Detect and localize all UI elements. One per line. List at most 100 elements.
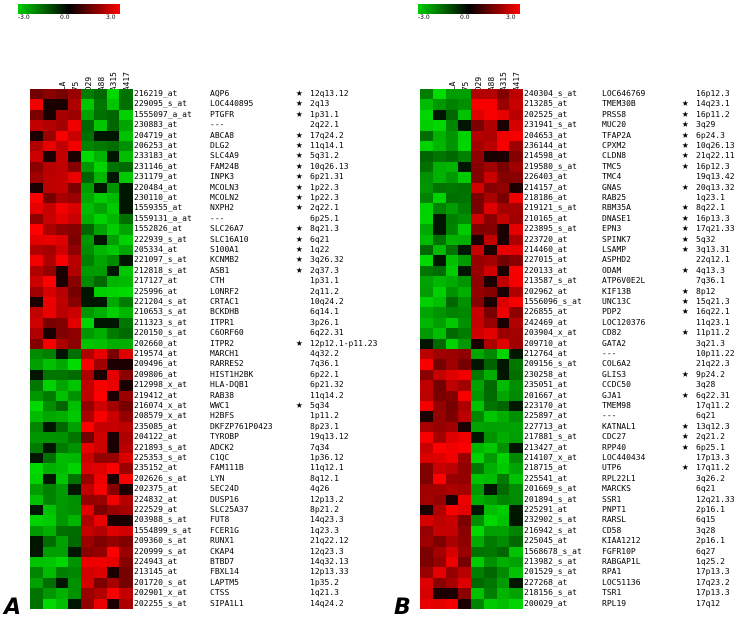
heatmap-cell xyxy=(471,494,485,506)
chromosome-location: 3q26.2 xyxy=(696,473,725,483)
heatmap-cell xyxy=(55,390,69,402)
heatmap-cell xyxy=(68,182,82,194)
heatmap-cell xyxy=(81,286,95,298)
heatmap-cell xyxy=(81,536,95,548)
heatmap-cell xyxy=(68,265,82,277)
heatmap-cell xyxy=(420,557,434,568)
heatmap-cell xyxy=(509,453,523,464)
heatmap-cell xyxy=(458,411,472,423)
heatmap-cell xyxy=(42,151,56,163)
heatmap-cell xyxy=(42,276,56,288)
heatmap-cell xyxy=(30,505,44,516)
heatmap-cell xyxy=(106,245,120,256)
heatmap-cell xyxy=(119,120,133,132)
heatmap-cell xyxy=(106,224,120,236)
heatmap-cell xyxy=(81,401,95,412)
gene-symbol: TSR1 xyxy=(602,588,622,598)
heatmap-cell xyxy=(55,432,69,444)
heatmap-cell xyxy=(483,390,497,402)
heatmap-cell xyxy=(42,588,56,600)
heatmap-cell xyxy=(458,224,472,236)
heatmap-cell xyxy=(93,109,107,121)
heatmap-cell xyxy=(119,234,133,246)
heatmap-cell xyxy=(445,99,459,111)
probe-id: 226403_at xyxy=(524,172,568,182)
probe-id: 233183_at xyxy=(134,151,178,161)
heatmap-cell xyxy=(496,182,510,194)
heatmap-cell xyxy=(420,421,434,433)
heatmap-cell xyxy=(483,380,497,392)
heatmap-cell xyxy=(55,588,69,600)
heatmap-cell xyxy=(483,130,497,142)
heatmap-cell xyxy=(93,463,107,475)
heatmap-cell xyxy=(496,567,510,579)
probe-id: 216074_x_at xyxy=(134,401,187,410)
chromosome-location: 16p11.2 xyxy=(696,109,730,119)
heatmap-cell xyxy=(471,297,485,308)
heatmap-cell xyxy=(483,307,497,319)
heatmap-cell xyxy=(42,484,56,496)
heatmap-cell xyxy=(93,193,107,204)
heatmap-cell xyxy=(68,276,82,288)
probe-id: 227268_at xyxy=(524,577,568,587)
heatmap-cell xyxy=(119,338,133,350)
heatmap-cell xyxy=(93,161,107,173)
heatmap-cell xyxy=(496,234,510,246)
heatmap-cell xyxy=(458,245,472,256)
heatmap-cell xyxy=(106,213,120,225)
heatmap-cell xyxy=(458,442,472,454)
chromosome-location: 8p21.2 xyxy=(310,505,339,514)
heatmap-cell xyxy=(458,89,472,100)
chromosome-location: 3q28 xyxy=(696,380,716,390)
heatmap-cell xyxy=(445,432,459,444)
heatmap-cell xyxy=(93,421,107,433)
heatmap-cell xyxy=(432,567,446,579)
chromosome-location: 15q21.3 xyxy=(696,297,730,306)
heatmap-cell xyxy=(106,120,120,132)
heatmap-cell xyxy=(458,557,472,568)
heatmap-cell xyxy=(445,265,459,277)
chromosome-location: 10q24.2 xyxy=(310,297,344,306)
heatmap-cell xyxy=(81,307,95,319)
heatmap-cell xyxy=(119,130,133,142)
heatmap-cell xyxy=(30,588,44,600)
gene-symbol: INPK3 xyxy=(210,172,235,182)
heatmap-cell xyxy=(509,255,523,267)
probe-id: 221204_s_at xyxy=(134,297,187,306)
probe-id: 201669_s_at xyxy=(524,484,577,494)
heatmap-cell xyxy=(471,276,485,288)
heatmap-cell xyxy=(30,89,44,100)
heatmap-cell xyxy=(30,255,44,267)
heatmap-cell xyxy=(30,317,44,329)
chromosome-location: 4q32.2 xyxy=(310,349,339,358)
heatmap-cell xyxy=(509,588,523,600)
gene-symbol: DLG2 xyxy=(210,141,230,150)
heatmap-cell xyxy=(471,349,485,360)
heatmap-cell xyxy=(68,359,82,371)
heatmap-cell xyxy=(42,369,56,381)
heatmap-cell xyxy=(509,494,523,506)
heatmap-cell xyxy=(420,297,434,308)
gene-symbol: TMC5 xyxy=(602,161,622,171)
heatmap-cell xyxy=(42,203,56,215)
star-icon: ★ xyxy=(296,262,303,276)
heatmap-cell xyxy=(432,401,446,412)
star-icon: ★ xyxy=(296,190,303,203)
heatmap-cell xyxy=(81,89,95,100)
chromosome-location: 17p13.3 xyxy=(696,453,730,462)
gene-symbol: RPL19 xyxy=(602,598,627,608)
chromosome-location: 1p35.2 xyxy=(310,577,339,587)
heatmap-cell xyxy=(483,193,497,204)
heatmap-cell xyxy=(458,432,472,444)
heatmap-cell xyxy=(471,557,485,568)
heatmap-cell xyxy=(432,588,446,600)
heatmap-cell xyxy=(106,567,120,579)
heatmap-cell xyxy=(420,359,434,371)
heatmap-cell xyxy=(42,109,56,121)
heatmap-cell xyxy=(496,89,510,100)
star-icon: ★ xyxy=(296,242,303,255)
gene-symbol: SIPA1L1 xyxy=(210,598,244,608)
heatmap-cell xyxy=(483,577,497,589)
heatmap-cell xyxy=(119,567,133,579)
gene-symbol: SLC16A10 xyxy=(210,234,249,244)
